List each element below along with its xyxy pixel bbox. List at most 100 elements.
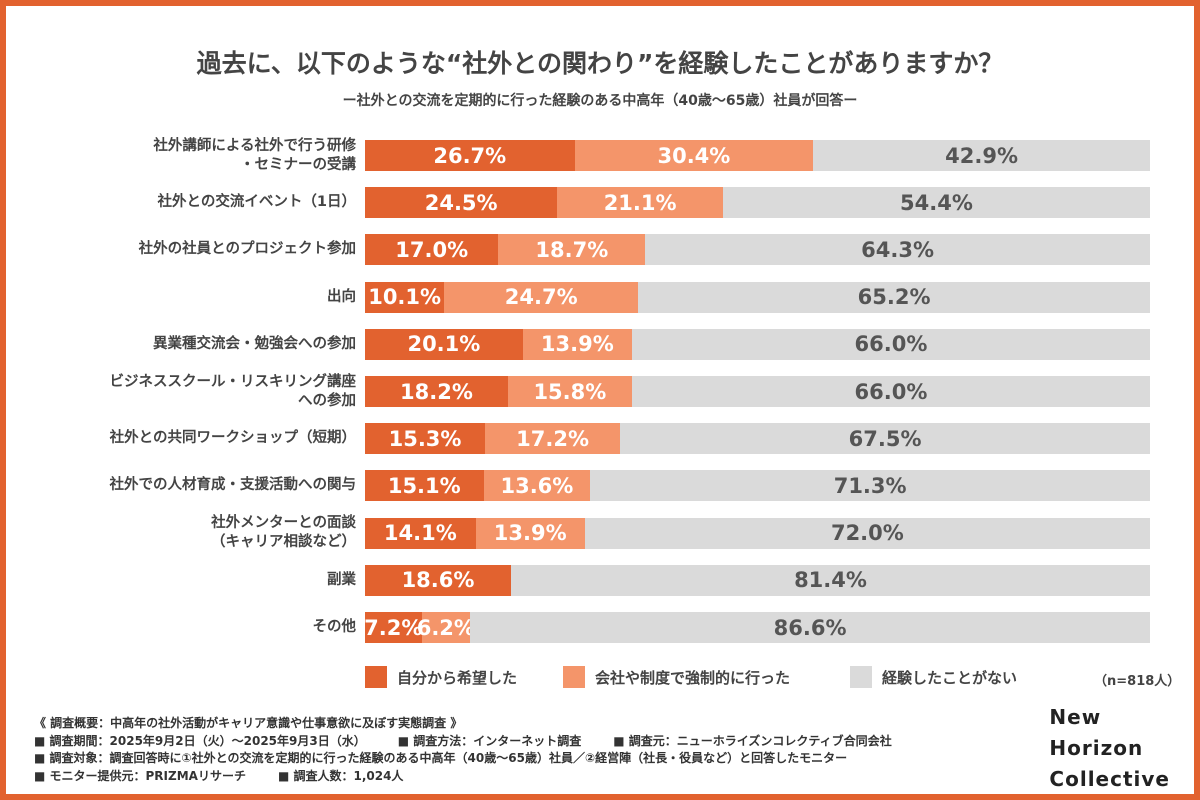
bar-segment: 26.7% [365, 140, 575, 171]
value-label: 67.5% [848, 426, 922, 451]
bar-segment: 42.9% [813, 140, 1150, 171]
value-label: 66.0% [854, 332, 928, 357]
footer-text: 《 調査概要：中高年の社外活動がキャリア意識や仕事意欲に及ぼす実態調査 》 [34, 716, 463, 730]
bar-segment: 17.2% [485, 423, 621, 455]
footer-text: ■ 調査期間：2025年9月2日（火）～2025年9月3日（水） [34, 733, 366, 748]
category-label: 社外での人材育成・支援活動への関与 [109, 477, 357, 494]
value-label: 13.9% [540, 332, 614, 357]
bar-segment: 65.2% [638, 281, 1150, 313]
bar-segment: 13.9% [475, 517, 585, 549]
category-label: ビジネススクール・リスキリング講座 への参加 [109, 373, 357, 409]
bar-segment: 24.7% [444, 281, 639, 313]
value-label: 18.7% [535, 237, 609, 262]
value-label: 10.1% [368, 285, 442, 310]
category-label: 社外との交流イベント（1日） [157, 194, 356, 211]
value-label: 20.1% [407, 332, 481, 357]
legend-swatch [563, 666, 585, 688]
value-label: 21.1% [603, 190, 677, 215]
value-label: 17.2% [516, 426, 590, 451]
bar-segment: 81.4% [511, 564, 1150, 596]
bar-segment: 15.8% [507, 376, 632, 407]
bar-segment: 72.0% [584, 517, 1150, 549]
footer-row: ■ 調査対象：調査回答時に①社外との交流を定期的に行った経験のある中高年（40歳… [34, 750, 892, 768]
bar-segment: 15.1% [365, 470, 484, 502]
value-label: 54.4% [900, 190, 973, 215]
bar-segment: 18.2% [365, 376, 508, 407]
bar-segment: 54.4% [722, 187, 1150, 219]
category-label: 社外講師による社外で行う研修 ・セミナーの受講 [153, 137, 356, 173]
legend-label: 経験したことがない [882, 669, 1018, 687]
value-label: 86.6% [773, 615, 847, 640]
category-label: 社外の社員とのプロジェクト参加 [138, 241, 356, 258]
category-label: 出向 [327, 288, 356, 305]
bar-segment: 10.1% [365, 281, 445, 313]
bar-segment: 13.6% [483, 470, 591, 502]
value-label: 26.7% [433, 143, 507, 168]
sample-note: （n=818人） [1094, 674, 1181, 689]
value-label: 6.2% [416, 615, 475, 640]
logo-text: Collective [1049, 767, 1170, 791]
logo-text: New [1049, 705, 1102, 729]
category-label: 社外との共同ワークショップ（短期） [109, 430, 356, 447]
footer: 《 調査概要：中高年の社外活動がキャリア意識や仕事意欲に及ぼす実態調査 》 ■ 調… [34, 715, 892, 785]
bar-segment: 64.3% [645, 234, 1150, 266]
value-label: 71.3% [833, 473, 907, 498]
bar-segment: 15.3% [365, 423, 486, 455]
bar-segment: 21.1% [557, 187, 723, 219]
bar-segment: 18.7% [498, 234, 646, 266]
bar-segment: 71.3% [590, 470, 1150, 502]
footer-text: ■ 調査人数：1,024人 [277, 768, 404, 783]
legend-swatch [850, 666, 872, 688]
chart-subtitle: ー社外との交流を定期的に行った経験のある中高年（40歳〜65歳）社員が回答ー [342, 93, 858, 109]
value-label: 72.0% [830, 521, 904, 546]
value-label: 65.2% [857, 285, 931, 310]
value-label: 15.1% [387, 473, 461, 498]
category-label: 副業 [327, 571, 356, 588]
value-label: 24.7% [504, 285, 578, 310]
logo: New Horizon Collective [1049, 702, 1170, 794]
value-label: 18.6% [401, 568, 475, 593]
value-label: 30.4% [657, 143, 731, 168]
footer-text: ■ 調査対象：調査回答時に①社外との交流を定期的に行った経験のある中高年（40歳… [34, 751, 848, 765]
value-label: 18.2% [400, 379, 473, 404]
value-label: 15.3% [388, 426, 462, 451]
legend-label: 自分から希望した [397, 669, 518, 687]
footer-text: ■ 調査方法：インターネット調査 [397, 733, 582, 748]
bar-segment: 18.6% [365, 564, 511, 596]
bar-segment: 66.0% [631, 376, 1150, 407]
footer-row: ■ モニター提供元：PRIZMAリサーチ ■ 調査人数：1,024人 [34, 768, 892, 786]
category-label: その他 [312, 619, 357, 635]
category-label: 社外メンターとの面談 （キャリア相談など） [211, 515, 356, 551]
value-label: 81.4% [794, 568, 867, 593]
footer-row: 《 調査概要：中高年の社外活動がキャリア意識や仕事意欲に及ぼす実態調査 》 [34, 715, 892, 733]
value-label: 14.1% [383, 521, 457, 546]
value-label: 24.5% [424, 190, 498, 215]
footer-text: ■ 調査元：ニューホライズンコレクティブ合同会社 [613, 733, 892, 748]
legend-swatch [365, 666, 387, 688]
bar-segment: 86.6% [470, 612, 1150, 643]
bar-segment: 7.2% [364, 612, 423, 643]
bar-segment: 20.1% [365, 328, 523, 360]
bar-segment: 14.1% [365, 517, 476, 549]
bar-segment: 30.4% [574, 140, 814, 171]
legend-label: 会社や制度で強制的に行った [595, 669, 791, 687]
value-label: 15.8% [533, 379, 607, 404]
bar-segment: 6.2% [417, 612, 475, 643]
value-label: 66.0% [854, 379, 928, 404]
bar-segment: 17.0% [365, 234, 499, 266]
value-label: 64.3% [861, 237, 935, 262]
footer-text: ■ モニター提供元：PRIZMAリサーチ [34, 768, 246, 783]
bar-segment: 67.5% [620, 423, 1150, 455]
value-label: 42.9% [945, 143, 1019, 168]
bar-segment: 66.0% [631, 328, 1150, 360]
category-label: 異業種交流会・勉強会への参加 [153, 335, 356, 352]
value-label: 17.0% [395, 237, 469, 262]
bar-segment: 24.5% [365, 187, 558, 219]
chart-title: 過去に、以下のような“社外との関わり”を経験したことがありますか？ [196, 49, 1004, 78]
value-label: 13.9% [493, 521, 567, 546]
value-label: 13.6% [500, 473, 574, 498]
footer-row: ■ 調査期間：2025年9月2日（火）～2025年9月3日（水） ■ 調査方法：イ… [34, 733, 892, 751]
logo-text: Horizon [1049, 736, 1144, 760]
value-label: 7.2% [364, 615, 423, 640]
